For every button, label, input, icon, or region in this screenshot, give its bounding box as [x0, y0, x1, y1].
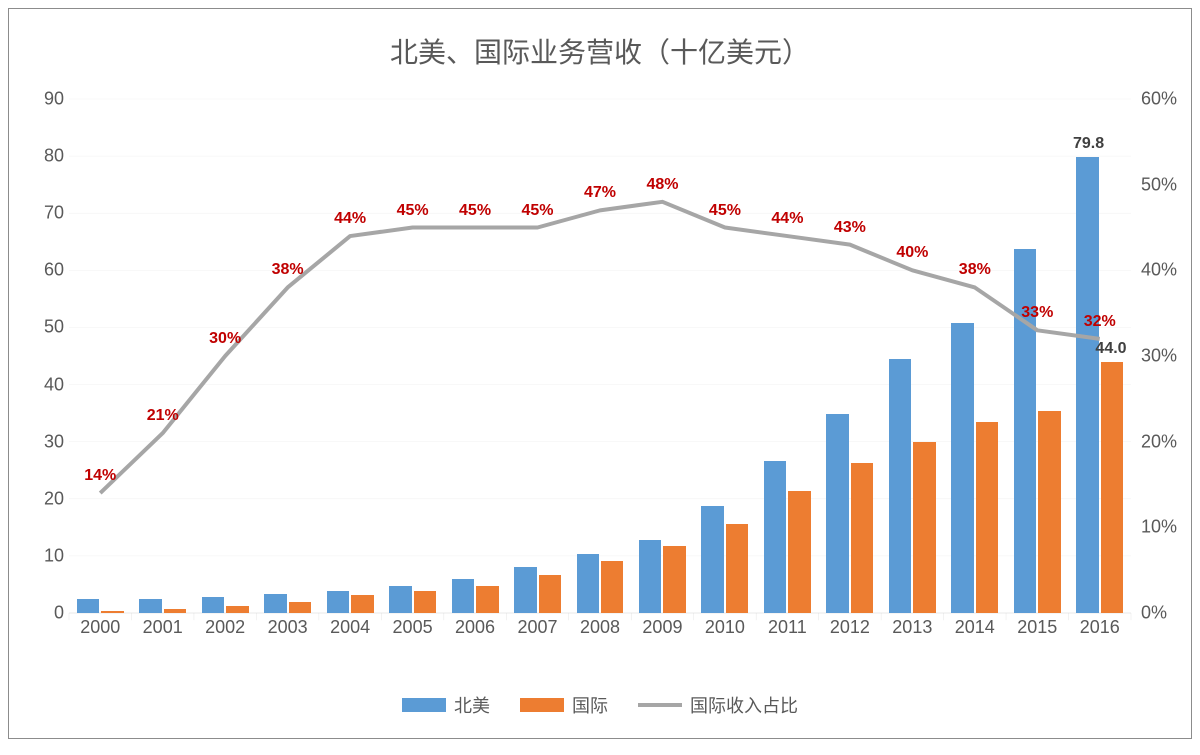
pct-label: 21% — [147, 407, 179, 425]
pct-label: 45% — [397, 202, 429, 220]
legend-item-north-america: 北美 — [402, 692, 490, 718]
pct-label: 44% — [334, 210, 366, 228]
x-tick: 2015 — [1006, 617, 1068, 643]
y-axis-right: 60%50%40%30%20%10%0% — [1141, 99, 1191, 613]
pct-label: 38% — [959, 261, 991, 279]
x-tick: 2011 — [756, 617, 818, 643]
legend-swatch-international — [520, 698, 564, 712]
x-tick: 2003 — [256, 617, 318, 643]
legend-label-intl-share: 国际收入占比 — [690, 692, 798, 718]
x-tick: 2002 — [194, 617, 256, 643]
x-tick: 2016 — [1069, 617, 1131, 643]
x-tick: 2005 — [381, 617, 443, 643]
x-tick: 2014 — [944, 617, 1006, 643]
x-tick: 2012 — [819, 617, 881, 643]
x-tick: 2013 — [881, 617, 943, 643]
x-tick: 2001 — [131, 617, 193, 643]
y-axis-left: 9080706050403020100 — [14, 99, 64, 613]
pct-label: 45% — [459, 202, 491, 220]
data-labels-layer: 14% 21% 30% 38% 44% 45% 45% 45% 47% 48% 45% 44% 43% 4… — [69, 99, 1131, 613]
x-tick: 2000 — [69, 617, 131, 643]
pct-label: 30% — [209, 330, 241, 348]
pct-label: 47% — [584, 184, 616, 202]
pct-label: 43% — [834, 219, 866, 237]
pct-label: 38% — [272, 261, 304, 279]
value-label-na-2016: 79.8 — [1073, 135, 1104, 153]
legend-item-intl-share: 国际收入占比 — [638, 692, 798, 718]
legend-label-north-america: 北美 — [454, 692, 490, 718]
legend-swatch-north-america — [402, 698, 446, 712]
x-tick: 2010 — [694, 617, 756, 643]
value-label-intl-2016: 44.0 — [1095, 340, 1126, 358]
pct-label: 33% — [1021, 304, 1053, 322]
pct-label: 45% — [522, 202, 554, 220]
x-axis: 2000200120022003200420052006200720082009… — [69, 617, 1131, 643]
legend-item-international: 国际 — [520, 692, 608, 718]
x-tick: 2008 — [569, 617, 631, 643]
pct-label: 14% — [84, 467, 116, 485]
plot-area: 9080706050403020100 60%50%40%30%20%10%0%… — [69, 99, 1131, 613]
x-tick: 2007 — [506, 617, 568, 643]
legend-label-international: 国际 — [572, 692, 608, 718]
legend: 北美 国际 国际收入占比 — [9, 692, 1191, 718]
chart-title: 北美、国际业务营收（十亿美元） — [9, 9, 1191, 81]
legend-swatch-intl-share — [638, 703, 682, 707]
pct-label: 48% — [646, 176, 678, 194]
chart-container: 北美、国际业务营收（十亿美元） 9080706050403020100 60%5… — [8, 8, 1192, 739]
x-tick: 2006 — [444, 617, 506, 643]
pct-label: 45% — [709, 202, 741, 220]
pct-label: 32% — [1084, 313, 1116, 331]
x-tick: 2009 — [631, 617, 693, 643]
pct-label: 44% — [771, 210, 803, 228]
x-tick: 2004 — [319, 617, 381, 643]
pct-label: 40% — [896, 244, 928, 262]
